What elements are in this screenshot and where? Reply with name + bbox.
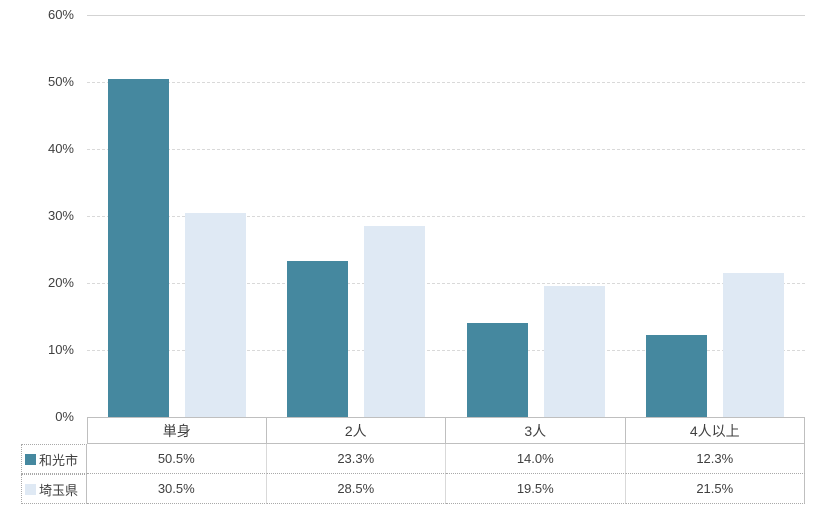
- y-tick-label: 10%: [47, 342, 74, 357]
- bar-wako: [646, 334, 708, 417]
- category-header-cell: 単身: [87, 417, 267, 444]
- value-cell: 50.5%: [87, 444, 267, 474]
- y-tick-label: 20%: [47, 275, 74, 290]
- bar-wako: [287, 260, 349, 417]
- gridline: [87, 15, 805, 16]
- bar-saitama: [723, 272, 785, 417]
- bar-group: [446, 15, 626, 417]
- table-corner-cell: [21, 417, 87, 444]
- legend-cell: 埼玉県: [21, 474, 87, 504]
- value-cell: 23.3%: [266, 444, 446, 474]
- bar-saitama: [184, 212, 246, 417]
- bar-group: [267, 15, 447, 417]
- bar-group: [87, 15, 267, 417]
- series-name: 埼玉県: [39, 482, 79, 498]
- gridline: [87, 283, 805, 284]
- plot-area: [87, 15, 805, 417]
- legend-swatch: [25, 483, 36, 495]
- value-cell: 30.5%: [87, 474, 267, 504]
- bar-series-container: [87, 15, 805, 417]
- value-cell: 12.3%: [625, 444, 805, 474]
- data-table: 単身 2人 3人 4人以上和光市 50.5% 23.3% 14.0% 12.3% 埼玉県 30.5…: [21, 417, 805, 504]
- y-tick-label: 60%: [47, 7, 74, 22]
- gridline: [87, 82, 805, 83]
- y-tick-label: 0%: [55, 409, 74, 424]
- value-cell: 28.5%: [266, 474, 446, 504]
- category-header-cell: 2人: [266, 417, 446, 444]
- value-cell: 21.5%: [625, 474, 805, 504]
- series-name: 和光市: [39, 452, 79, 468]
- legend-cell: 和光市: [21, 444, 87, 474]
- value-cell: 14.0%: [446, 444, 626, 474]
- bar-wako: [466, 323, 528, 417]
- value-cell: 19.5%: [446, 474, 626, 504]
- y-tick-label: 30%: [47, 208, 74, 223]
- bar-group: [626, 15, 806, 417]
- gridline: [87, 216, 805, 217]
- bar-saitama: [364, 226, 426, 417]
- legend-swatch: [25, 453, 36, 465]
- gridline: [87, 149, 805, 150]
- bar-saitama: [543, 286, 605, 417]
- category-header-cell: 4人以上: [625, 417, 805, 444]
- category-header-cell: 3人: [446, 417, 626, 444]
- y-tick-label: 40%: [47, 141, 74, 156]
- y-tick-label: 50%: [47, 74, 74, 89]
- gridline: [87, 350, 805, 351]
- bar-wako: [107, 78, 169, 417]
